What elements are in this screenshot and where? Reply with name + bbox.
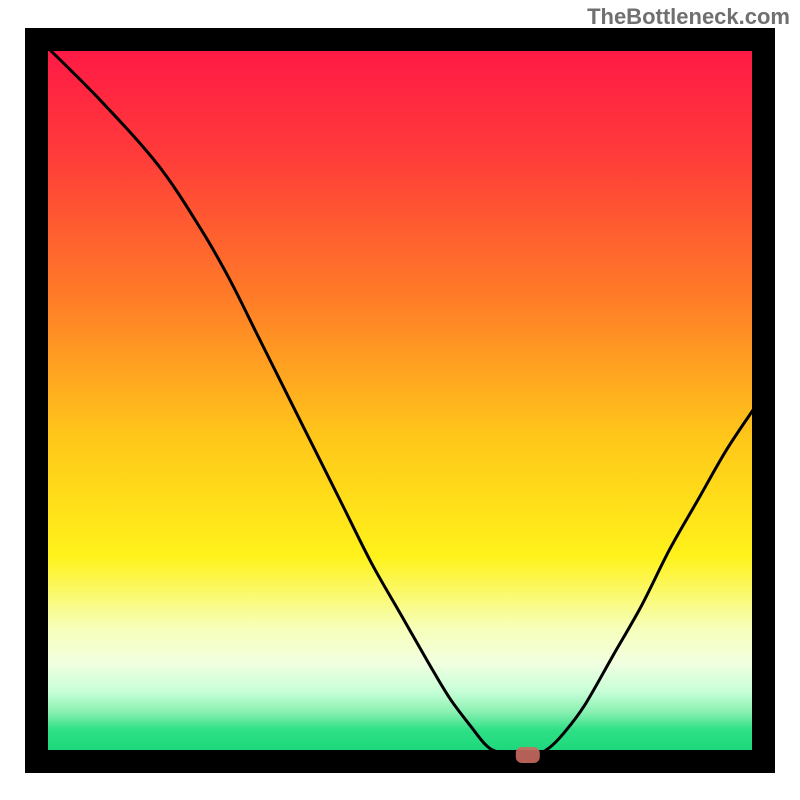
bottleneck-chart — [0, 0, 800, 800]
chart-container: TheBottleneck.com — [0, 0, 800, 800]
plot-frame — [25, 28, 48, 773]
optimal-point-marker — [516, 747, 540, 763]
watermark-text: TheBottleneck.com — [587, 4, 790, 30]
gradient-background — [45, 45, 755, 755]
plot-frame — [25, 750, 775, 773]
plot-frame — [25, 28, 775, 51]
plot-frame — [752, 28, 775, 773]
